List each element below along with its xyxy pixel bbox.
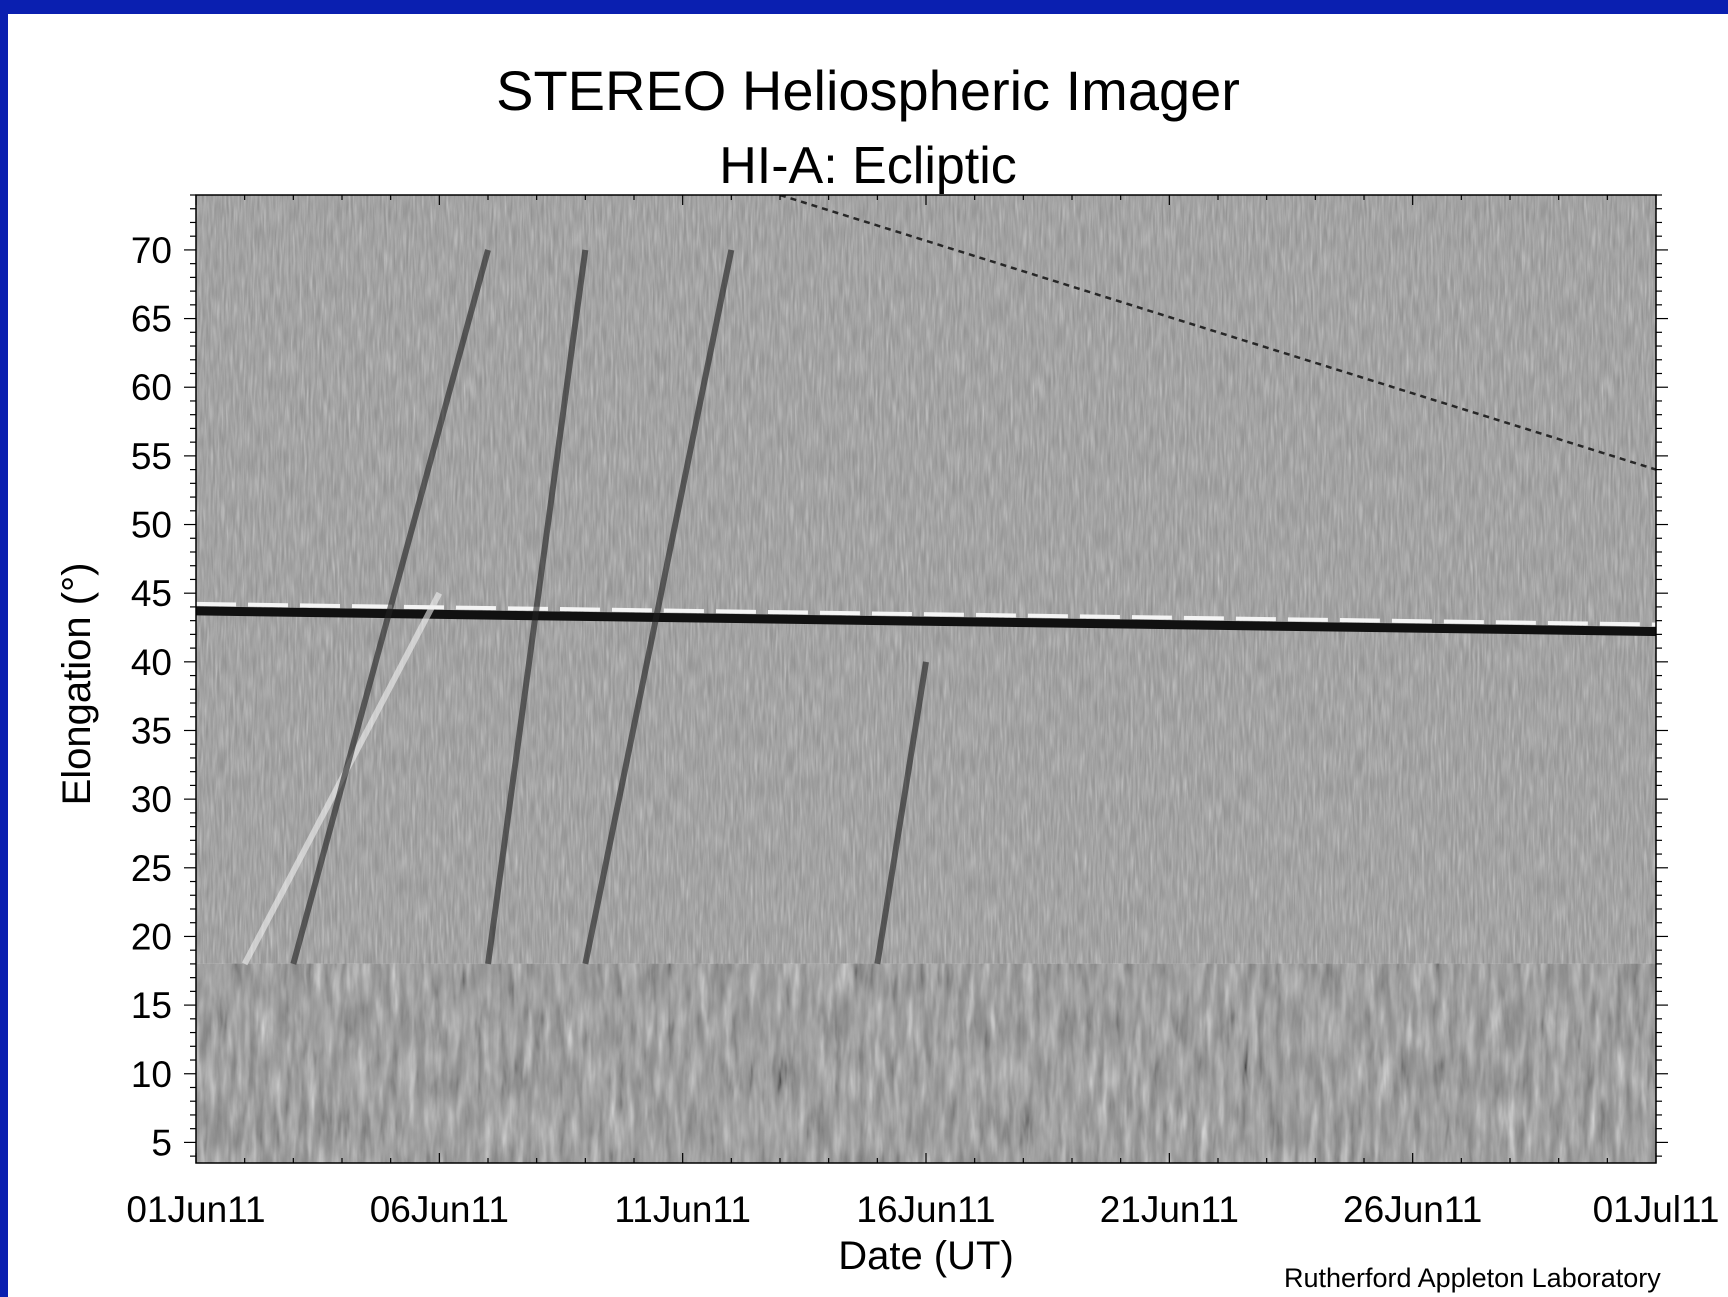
hi2-noise	[196, 195, 1656, 964]
horizontal-band-bright	[196, 601, 1656, 627]
axes: 01Jun11 06Jun11 11Jun11 16Jun11 21Jun11 26Jun…	[126, 194, 1720, 1230]
chart-title: STEREO Heliospheric Imager	[496, 59, 1240, 122]
y-tick-label: 5	[151, 1122, 172, 1163]
hi1-noise	[196, 963, 1656, 1163]
x-axis-label: Date (UT)	[838, 1234, 1014, 1278]
y-tick-label: 55	[131, 436, 172, 477]
y-tick-label: 20	[131, 916, 172, 957]
y-tick-label: 15	[131, 985, 172, 1026]
y-tick-label: 45	[131, 573, 172, 614]
credit-text: Rutherford Appleton Laboratory	[1284, 1263, 1661, 1293]
y-tick-label: 10	[131, 1054, 172, 1095]
x-tick-label: 21Jun11	[1100, 1189, 1239, 1230]
x-tick-label: 01Jun11	[126, 1189, 265, 1230]
feature-track-2	[485, 249, 589, 965]
y-tick-label: 60	[131, 367, 172, 408]
y-tick-label: 25	[131, 848, 172, 889]
y-tick-label: 35	[131, 710, 172, 751]
y-tick-label: 50	[131, 505, 172, 546]
y-tick-label: 70	[131, 230, 172, 271]
feature-track-4	[874, 661, 929, 965]
x-tick-label: 01Jul11	[1593, 1189, 1720, 1230]
plot-area	[196, 195, 1656, 1163]
x-tick-label: 16Jun11	[856, 1189, 995, 1230]
x-tick-label: 26Jun11	[1343, 1189, 1482, 1230]
y-tick-label: 65	[131, 299, 172, 340]
feature-track-3	[582, 249, 735, 965]
chart-subtitle: HI-A: Ecliptic	[719, 137, 1017, 195]
feature-track-1	[290, 249, 491, 965]
x-tick-label: 06Jun11	[370, 1189, 509, 1230]
x-tick-label: 11Jun11	[614, 1189, 750, 1230]
horizontal-band-dark	[196, 606, 1656, 637]
y-tick-label: 30	[131, 779, 172, 820]
y-tick-label: 40	[131, 642, 172, 683]
y-axis-label: Elongation (°)	[55, 563, 99, 806]
